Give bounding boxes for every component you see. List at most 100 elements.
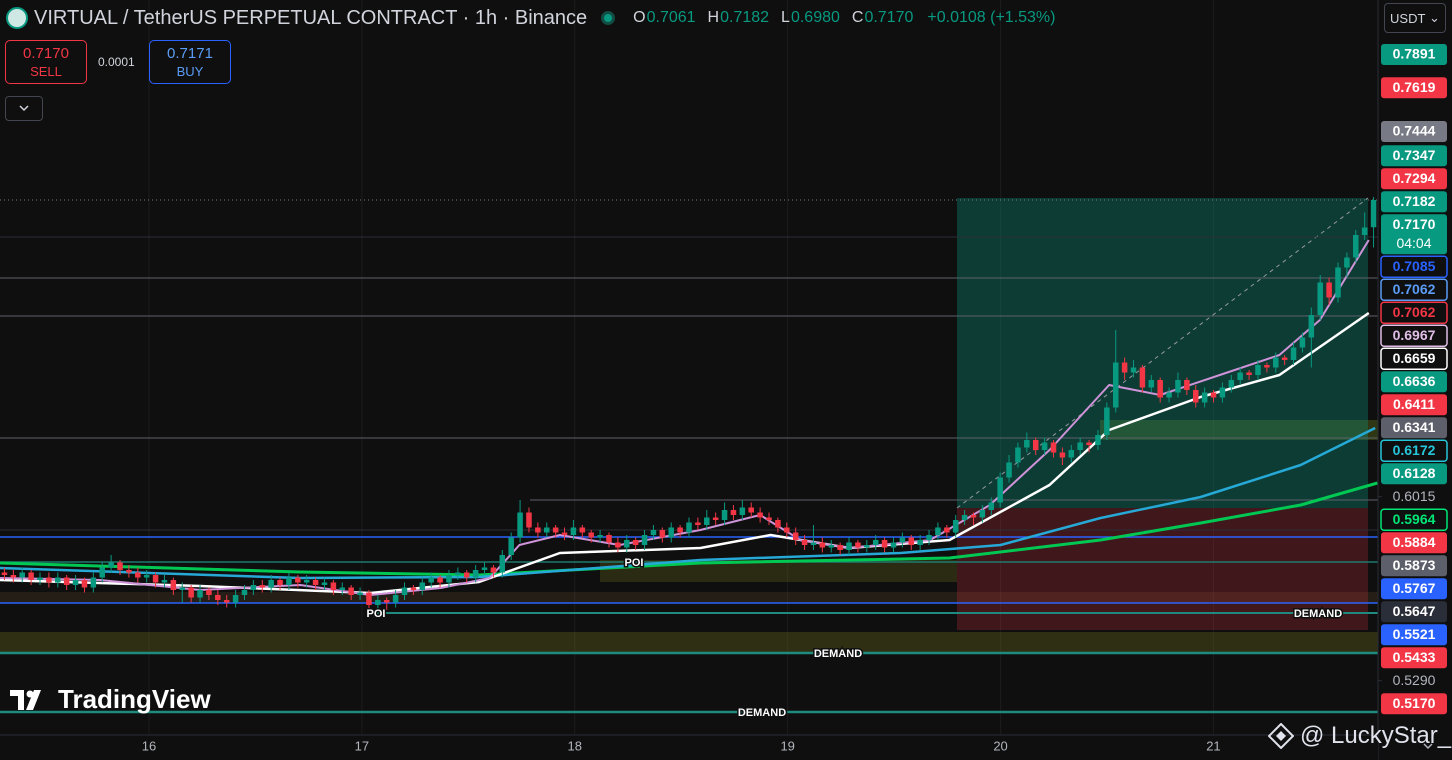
- annotation: DEMAND: [814, 648, 862, 660]
- logo-text: TradingView: [58, 684, 211, 714]
- price-label: 0.5290: [1393, 672, 1436, 688]
- buy-price: 0.7171: [167, 45, 213, 62]
- x-tick-label: 19: [780, 738, 794, 753]
- credit-text: @ LuckyStar_: [1300, 722, 1452, 749]
- candle-body: [161, 580, 168, 583]
- candle-body: [686, 522, 692, 533]
- candle-body: [152, 575, 159, 583]
- price-label: 0.7182: [1393, 193, 1436, 209]
- demand-zone: [0, 632, 1378, 652]
- candle-body: [143, 575, 150, 578]
- candle-body: [1139, 367, 1146, 388]
- position-diagonal: [956, 197, 1369, 509]
- candle-body: [1273, 357, 1279, 368]
- sell-button[interactable]: 0.7170 SELL: [5, 40, 87, 84]
- candle-body: [490, 567, 497, 573]
- sell-price: 0.7170: [23, 45, 69, 62]
- candles: [1, 197, 1377, 613]
- ohlc-letter: H: [707, 9, 720, 26]
- candle-body: [979, 510, 986, 518]
- candle-body: [828, 545, 835, 548]
- candle-body: [303, 580, 310, 583]
- logo-mark: [10, 689, 41, 710]
- collapse-button[interactable]: [5, 96, 43, 121]
- price-label: 0.6172: [1393, 442, 1436, 458]
- price-badges: 0.7891 0.7619 0.7444 0.7347 0.7294 0.7182 0.71…: [1378, 44, 1448, 715]
- ohlc-letter: C: [851, 9, 864, 26]
- candle-body: [606, 535, 612, 543]
- price-badge: [1381, 191, 1447, 213]
- candle-body: [401, 587, 408, 595]
- candle-body: [223, 600, 230, 603]
- candle-body: [641, 535, 648, 545]
- price-label: 0.6659: [1393, 350, 1436, 366]
- price-label: 0.7170: [1393, 216, 1436, 232]
- candle-body: [1157, 380, 1163, 398]
- candle-body: [543, 527, 550, 533]
- candle-body: [1210, 392, 1217, 398]
- candle-body: [1166, 392, 1172, 398]
- candle-body: [348, 587, 354, 595]
- candle-body: [1086, 442, 1092, 445]
- price-badge: [1381, 145, 1447, 167]
- candle-body: [1112, 362, 1119, 408]
- price-badge: [1380, 347, 1448, 370]
- candle-body: [499, 555, 506, 573]
- x-tick-label: 17: [355, 738, 369, 753]
- market-status: [601, 11, 616, 25]
- candle-body: [383, 600, 390, 603]
- candle-body: [881, 540, 888, 548]
- candle-body: [1121, 362, 1128, 373]
- x-tick-label: 16: [142, 738, 156, 753]
- annotations: POI POI DEMAND DEMAND DEMAND: [365, 555, 1344, 720]
- annotation: DEMAND: [738, 707, 786, 719]
- candle-body: [366, 592, 372, 605]
- candle-body: [250, 585, 257, 590]
- candle-body: [1237, 372, 1243, 380]
- price-badge: [1380, 508, 1448, 531]
- candle-body: [28, 572, 34, 580]
- candle-body: [446, 575, 452, 583]
- ohlc-value: 0.6980: [790, 9, 840, 26]
- candle-body: [215, 595, 221, 600]
- sell-label: SELL: [30, 64, 62, 79]
- candle-body: [1290, 347, 1297, 360]
- annotation: POI: [367, 608, 386, 620]
- candle-body: [1299, 337, 1306, 348]
- price-badge: [1381, 417, 1447, 439]
- candle-body: [259, 585, 266, 588]
- price-label: 0.5647: [1393, 603, 1436, 619]
- moving-average: [0, 481, 1378, 577]
- candle-body: [766, 517, 772, 520]
- price-label: 0.5767: [1393, 580, 1436, 596]
- candle-body: [917, 540, 923, 545]
- candle-body: [1308, 315, 1315, 338]
- candle-body: [1175, 380, 1181, 393]
- candle-body: [526, 512, 532, 528]
- candle-body: [1024, 440, 1030, 448]
- candle-body: [668, 527, 674, 538]
- candle-body: [855, 542, 861, 548]
- candle-body: [650, 530, 657, 535]
- candle-body: [126, 570, 132, 573]
- price-badge: [1380, 301, 1448, 324]
- price-label: 0.7062: [1393, 281, 1436, 297]
- candle-body: [1353, 235, 1359, 258]
- price-badge: [1381, 394, 1447, 416]
- candle-body: [1015, 447, 1021, 463]
- candle-body: [1059, 452, 1066, 458]
- header: VIRTUAL / TetherUS PERPETUAL CONTRACT · …: [6, 5, 1055, 31]
- price-label: 0.7347: [1393, 147, 1436, 163]
- candle-body: [757, 512, 763, 518]
- candle-body: [810, 542, 817, 545]
- candle-body: [935, 527, 941, 535]
- candle-body: [419, 582, 426, 590]
- buy-button[interactable]: 0.7171 BUY: [149, 40, 231, 84]
- currency-selector[interactable]: USDT ⌄: [1384, 3, 1446, 33]
- candle-body: [392, 595, 399, 603]
- price-badge: [1381, 214, 1447, 255]
- price-badge: [1381, 555, 1447, 577]
- x-tick-label: 18: [568, 738, 582, 753]
- candle-body: [864, 545, 870, 548]
